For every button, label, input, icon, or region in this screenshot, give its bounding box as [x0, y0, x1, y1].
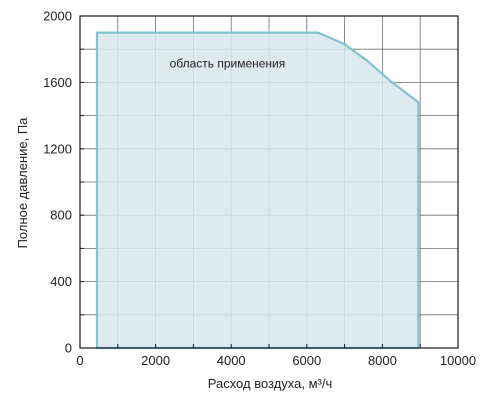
application-area-label: область применения	[170, 56, 286, 70]
y-tick-label: 800	[50, 208, 72, 223]
y-tick-label: 0	[65, 341, 72, 356]
y-axis-title: Полное давление, Па	[15, 117, 30, 249]
application-area	[95, 31, 420, 350]
application-area-polygon	[95, 31, 420, 350]
x-tick-label: 8000	[368, 353, 397, 368]
x-tick-label: 10000	[440, 353, 476, 368]
tick-labels: 0 2000 4000 6000 8000 10000 0 400 800 1200 1600 200…	[43, 9, 476, 369]
y-tick-label: 1600	[43, 75, 72, 90]
annotations: область применения	[170, 56, 286, 70]
x-axis-title: Расход воздуха, м³/ч	[208, 376, 333, 391]
y-tick-label: 400	[50, 274, 72, 289]
x-tick-label: 4000	[217, 353, 246, 368]
x-tick-label: 0	[76, 353, 83, 368]
x-tick-label: 6000	[292, 353, 321, 368]
x-tick-label: 2000	[141, 353, 170, 368]
axes	[79, 15, 459, 349]
y-tick-label: 2000	[43, 9, 72, 24]
y-tick-label: 1200	[43, 141, 72, 156]
